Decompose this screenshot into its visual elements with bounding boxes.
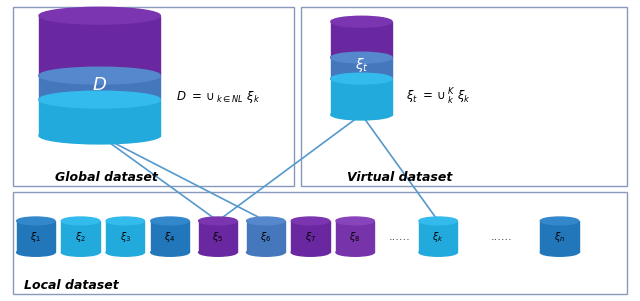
Text: $\xi_{n}$: $\xi_{n}$ bbox=[554, 230, 565, 244]
Ellipse shape bbox=[331, 16, 392, 27]
Polygon shape bbox=[17, 221, 55, 252]
Ellipse shape bbox=[151, 217, 189, 225]
Text: $\xi_{2}$: $\xi_{2}$ bbox=[75, 230, 86, 244]
Text: $\xi_{3}$: $\xi_{3}$ bbox=[120, 230, 131, 244]
Polygon shape bbox=[61, 221, 100, 252]
Ellipse shape bbox=[336, 217, 374, 225]
Polygon shape bbox=[540, 221, 579, 252]
Ellipse shape bbox=[151, 248, 189, 256]
Text: $\xi_{4}$: $\xi_{4}$ bbox=[164, 230, 175, 244]
Text: Local dataset: Local dataset bbox=[24, 279, 118, 292]
Ellipse shape bbox=[39, 7, 161, 24]
Polygon shape bbox=[106, 221, 145, 252]
Ellipse shape bbox=[39, 67, 161, 84]
Polygon shape bbox=[291, 221, 330, 252]
Ellipse shape bbox=[419, 217, 458, 225]
Text: $\xi_{5}$: $\xi_{5}$ bbox=[212, 230, 223, 244]
Ellipse shape bbox=[61, 248, 100, 256]
Ellipse shape bbox=[39, 91, 161, 108]
Text: $\xi_t\ =\cup_k^K\ \xi_k$: $\xi_t\ =\cup_k^K\ \xi_k$ bbox=[406, 86, 471, 107]
Text: $\xi_{6}$: $\xi_{6}$ bbox=[260, 230, 271, 244]
Polygon shape bbox=[246, 221, 285, 252]
Polygon shape bbox=[331, 79, 392, 115]
Polygon shape bbox=[336, 221, 374, 252]
Text: $\xi_t$: $\xi_t$ bbox=[355, 56, 369, 74]
Ellipse shape bbox=[331, 73, 392, 84]
Ellipse shape bbox=[331, 109, 392, 120]
Text: $\xi_{7}$: $\xi_{7}$ bbox=[305, 230, 316, 244]
Polygon shape bbox=[419, 221, 458, 252]
Polygon shape bbox=[39, 100, 161, 135]
Text: ......: ...... bbox=[389, 232, 411, 242]
FancyBboxPatch shape bbox=[301, 7, 627, 186]
Text: $D\ =\cup_{k\in NL}\ \xi_k$: $D\ =\cup_{k\in NL}\ \xi_k$ bbox=[176, 88, 260, 104]
FancyBboxPatch shape bbox=[13, 7, 294, 186]
Text: Global dataset: Global dataset bbox=[54, 171, 157, 184]
Ellipse shape bbox=[291, 217, 330, 225]
Ellipse shape bbox=[331, 52, 392, 63]
Ellipse shape bbox=[39, 127, 161, 144]
Ellipse shape bbox=[331, 52, 392, 63]
Ellipse shape bbox=[540, 217, 579, 225]
Polygon shape bbox=[331, 22, 392, 57]
Ellipse shape bbox=[17, 248, 55, 256]
Polygon shape bbox=[198, 221, 237, 252]
Ellipse shape bbox=[540, 248, 579, 256]
Ellipse shape bbox=[291, 248, 330, 256]
Ellipse shape bbox=[419, 248, 458, 256]
Ellipse shape bbox=[246, 248, 285, 256]
Text: $\xi_{k}$: $\xi_{k}$ bbox=[433, 230, 444, 244]
Ellipse shape bbox=[39, 67, 161, 84]
Text: $\xi_{8}$: $\xi_{8}$ bbox=[349, 230, 361, 244]
FancyBboxPatch shape bbox=[13, 192, 627, 294]
Text: $\xi_{1}$: $\xi_{1}$ bbox=[30, 230, 42, 244]
Polygon shape bbox=[151, 221, 189, 252]
Polygon shape bbox=[331, 57, 392, 79]
Ellipse shape bbox=[331, 73, 392, 84]
Ellipse shape bbox=[198, 248, 237, 256]
Ellipse shape bbox=[17, 217, 55, 225]
Polygon shape bbox=[39, 16, 161, 76]
Polygon shape bbox=[39, 76, 161, 100]
Text: ......: ...... bbox=[491, 232, 513, 242]
Ellipse shape bbox=[246, 217, 285, 225]
Text: Virtual dataset: Virtual dataset bbox=[347, 171, 452, 184]
Ellipse shape bbox=[39, 91, 161, 108]
Text: $D$: $D$ bbox=[92, 76, 107, 94]
Ellipse shape bbox=[106, 248, 145, 256]
Ellipse shape bbox=[336, 248, 374, 256]
Ellipse shape bbox=[198, 217, 237, 225]
Ellipse shape bbox=[61, 217, 100, 225]
Ellipse shape bbox=[106, 217, 145, 225]
